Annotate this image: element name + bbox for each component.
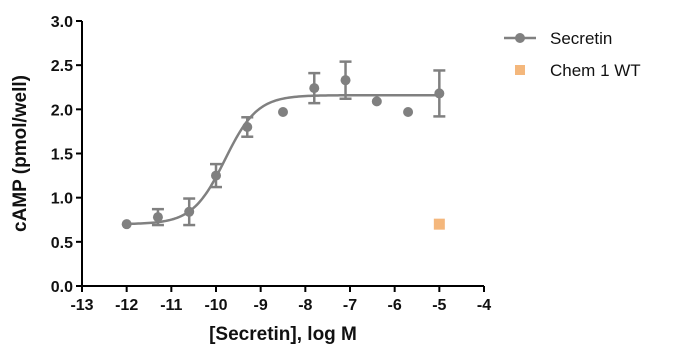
x-tick-label: -4 <box>477 297 491 314</box>
y-axis-ticks: 0.0 0.5 1.0 1.5 2.0 2.5 3.0 <box>51 14 82 296</box>
error-bar-layer <box>151 60 446 227</box>
x-tick-label: -13 <box>70 297 93 314</box>
x-tick-label: -8 <box>298 297 312 314</box>
x-tick-label: -10 <box>204 297 227 314</box>
data-point-series-1 <box>184 206 195 217</box>
y-tick-label: 1.0 <box>51 191 73 208</box>
y-tick-label: 0.5 <box>51 235 73 252</box>
legend: Secretin Chem 1 WT <box>504 29 641 80</box>
data-point-series-1 <box>278 106 288 117</box>
data-point-series-1 <box>211 170 221 181</box>
data-point-series-1 <box>309 83 320 94</box>
x-tick-label: -7 <box>343 297 357 314</box>
legend-item-2: Chem 1 WT <box>515 61 641 80</box>
x-axis-title: [Secretin], log M <box>209 324 357 345</box>
y-tick-label: 1.5 <box>51 147 73 164</box>
fit-curve-layer <box>126 93 440 226</box>
data-point-series-1 <box>121 219 132 230</box>
data-point-series-1 <box>242 122 253 132</box>
fit-curve <box>126 93 440 226</box>
legend-item-1: Secretin <box>504 29 612 48</box>
data-point-series-1 <box>403 106 414 117</box>
y-tick-label: 3.0 <box>51 14 73 31</box>
x-tick-label: -5 <box>432 297 446 314</box>
data-point-series-1 <box>152 212 163 223</box>
x-axis-ticks: -13 -12 -11 -10 -9 -8 -7 -6 -5 -4 <box>70 286 491 314</box>
legend-label: Chem 1 WT <box>550 61 641 80</box>
y-axis-title: cAMP (pmol/well) <box>10 75 31 232</box>
data-point-layer <box>121 75 445 230</box>
data-point-series-1 <box>340 75 351 86</box>
x-tick-label: -6 <box>388 297 402 314</box>
x-tick-label: -9 <box>254 297 268 314</box>
y-tick-label: 0.0 <box>51 279 73 296</box>
data-point-series-2 <box>433 218 445 230</box>
y-tick-label: 2.0 <box>51 102 73 119</box>
x-tick-label: -12 <box>115 297 138 314</box>
axes <box>81 21 484 287</box>
y-tick-label: 2.5 <box>51 58 73 75</box>
data-point-series-1 <box>434 88 445 99</box>
legend-label: Secretin <box>550 29 612 48</box>
legend-swatch-circle <box>515 33 525 43</box>
x-tick-label: -11 <box>160 297 182 314</box>
legend-swatch-square <box>515 65 525 75</box>
data-point-series-1 <box>371 96 382 107</box>
